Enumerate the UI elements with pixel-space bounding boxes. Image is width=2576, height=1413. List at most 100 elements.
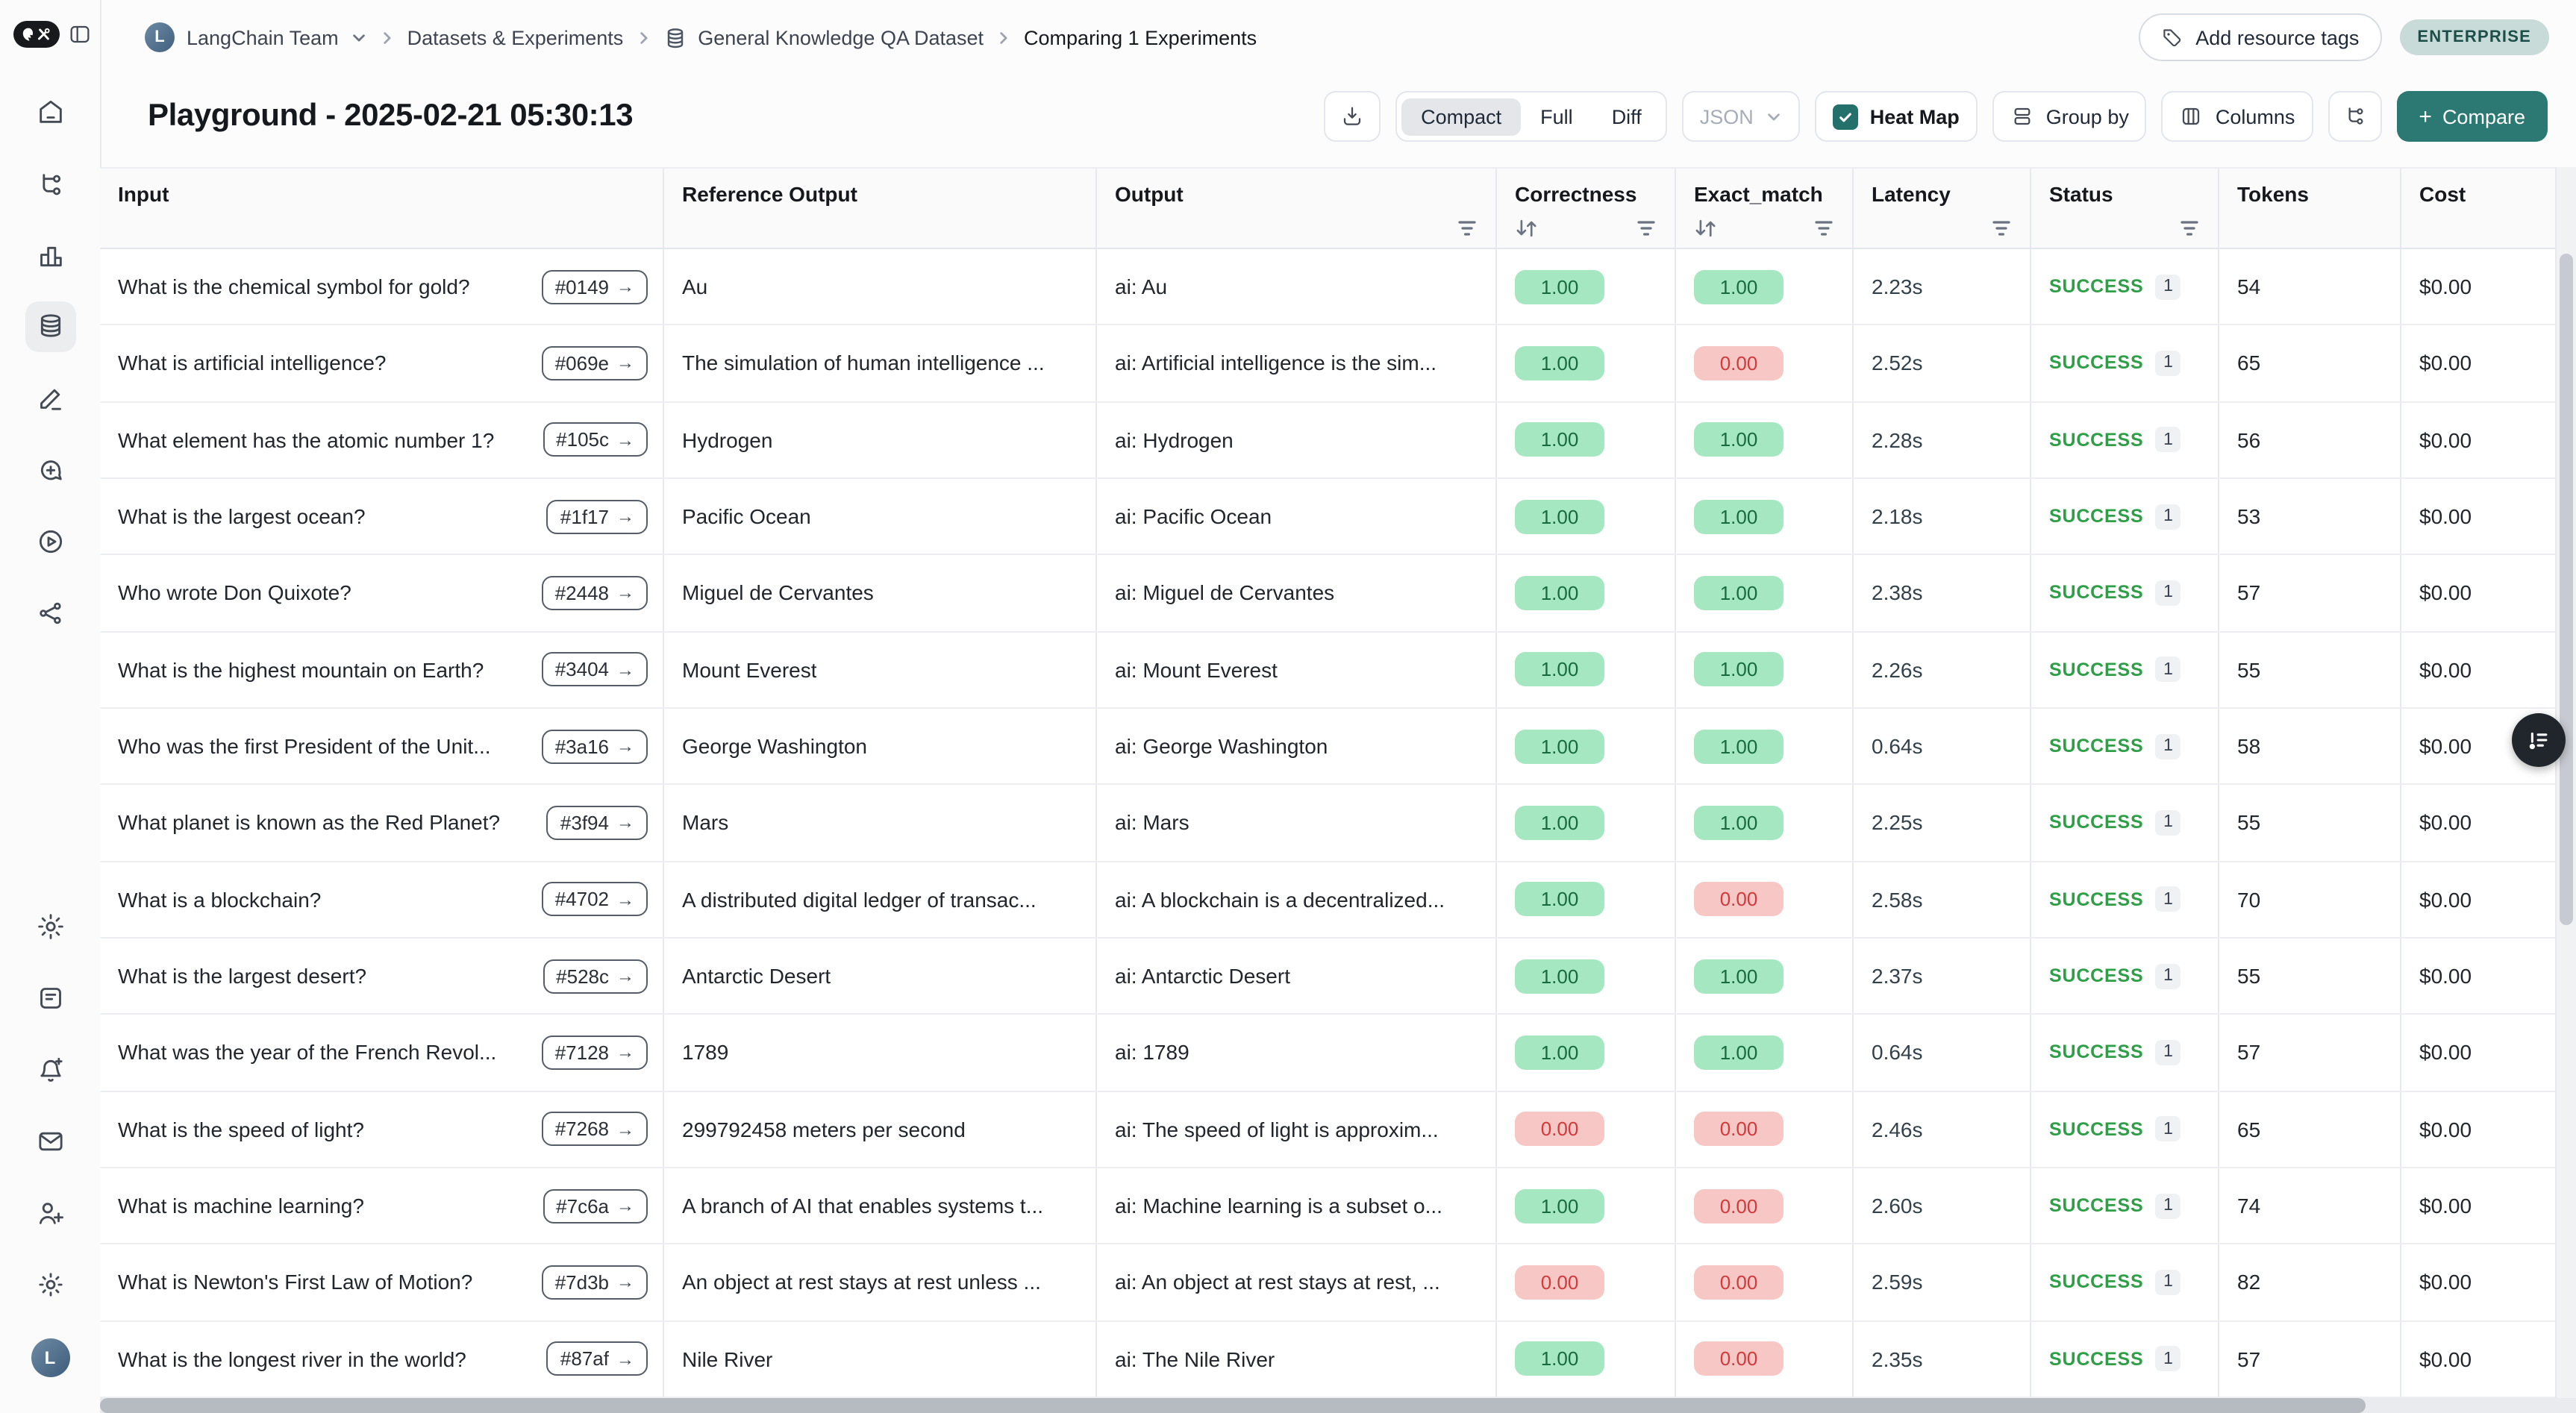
arrow-right-icon: → <box>616 1041 634 1063</box>
langsmith-logo[interactable] <box>13 21 60 48</box>
download-button[interactable] <box>1324 91 1381 142</box>
example-link-chip[interactable]: #1f17 → <box>546 499 648 534</box>
table-row[interactable]: What is the largest desert? #528c → Antar… <box>100 938 2576 1015</box>
sidebar-item-docs[interactable] <box>25 973 75 1024</box>
filter-icon[interactable] <box>2179 219 2200 237</box>
exact-match-score-chip: 1.00 <box>1694 269 1783 304</box>
example-link-chip[interactable]: #3f94 → <box>546 805 648 840</box>
plan-badge: ENTERPRISE <box>2399 19 2549 55</box>
example-link-chip[interactable]: #3404 → <box>541 652 648 687</box>
compare-button[interactable]: + Compare <box>2396 91 2548 142</box>
topbar-right: Add resource tags ENTERPRISE <box>2139 13 2549 61</box>
table-row[interactable]: What is machine learning? #7c6a → A branc… <box>100 1168 2576 1245</box>
sidebar-item-settings[interactable] <box>25 901 75 952</box>
sidebar-item-invite[interactable] <box>25 1188 75 1238</box>
sidebar: L <box>0 0 101 1413</box>
example-link-chip[interactable]: #2448 → <box>541 575 648 610</box>
breadcrumb-dataset[interactable]: General Knowledge QA Dataset <box>698 26 984 48</box>
table-row[interactable]: Who was the first President of the Unit.… <box>100 708 2576 786</box>
sidebar-item-tracing[interactable] <box>25 160 75 210</box>
column-header-input[interactable]: Input <box>100 169 664 248</box>
sort-icon[interactable] <box>1515 218 1539 239</box>
format-dropdown[interactable]: JSON <box>1681 91 1800 142</box>
column-header-status[interactable]: Status <box>2031 169 2219 248</box>
breadcrumb-team[interactable]: LangChain Team <box>187 26 339 48</box>
example-link-chip[interactable]: #7268 → <box>541 1112 648 1147</box>
cost-value: $0.00 <box>2419 964 2472 989</box>
view-mode-full[interactable]: Full <box>1540 105 1573 128</box>
add-resource-tags-button[interactable]: Add resource tags <box>2139 13 2382 61</box>
table-row[interactable]: What is artificial intelligence? #069e → … <box>100 325 2576 403</box>
filter-icon[interactable] <box>1457 219 1478 237</box>
example-link-chip[interactable]: #7d3b → <box>541 1265 648 1300</box>
sidebar-item-annotation[interactable] <box>25 373 75 424</box>
chevron-down-icon[interactable] <box>351 29 367 46</box>
example-link-chip[interactable]: #3a16 → <box>541 729 648 764</box>
table-row[interactable]: Who wrote Don Quixote? #2448 → Miguel de … <box>100 555 2576 633</box>
sidebar-item-dashboards[interactable] <box>25 231 75 282</box>
example-link-chip[interactable]: #7128 → <box>541 1035 648 1070</box>
example-link-chip[interactable]: #069e → <box>541 345 648 380</box>
table-row[interactable]: What was the year of the French Revol...… <box>100 1015 2576 1092</box>
reference-output-text: Pacific Ocean <box>682 504 811 529</box>
toolbar: Compact Full Diff JSON Heat Map Group by <box>1324 91 2548 142</box>
column-header-output[interactable]: Output <box>1097 169 1497 248</box>
group-by-button[interactable]: Group by <box>1992 91 2147 142</box>
status-count-badge: 1 <box>2155 1116 2181 1142</box>
table-row[interactable]: What is the speed of light? #7268 → 29979… <box>100 1091 2576 1168</box>
sidebar-item-theme[interactable] <box>25 1259 75 1310</box>
run-list-icon <box>2529 732 2548 750</box>
column-header-latency[interactable]: Latency <box>1854 169 2031 248</box>
example-link-chip[interactable]: #87af → <box>546 1341 648 1376</box>
sidebar-item-feedback[interactable] <box>25 446 75 497</box>
sidebar-toggle-icon[interactable] <box>67 22 93 46</box>
sidebar-item-home[interactable] <box>25 87 75 137</box>
sidebar-item-mail[interactable] <box>25 1116 75 1167</box>
chevron-right-icon <box>640 31 647 43</box>
checkbox-checked-icon[interactable] <box>1832 104 1858 129</box>
run-tree-button[interactable] <box>2328 91 2382 142</box>
column-header-cost[interactable]: Cost <box>2401 169 2557 248</box>
column-header-reference-output[interactable]: Reference Output <box>664 169 1097 248</box>
filter-icon[interactable] <box>1813 219 1834 237</box>
input-text: What is Newton's First Law of Motion? <box>118 1270 473 1294</box>
view-mode-diff[interactable]: Diff <box>1611 105 1642 128</box>
view-mode-compact[interactable]: Compact <box>1401 98 1522 135</box>
cost-value: $0.00 <box>2419 275 2472 299</box>
breadcrumb-section[interactable]: Datasets & Experiments <box>407 26 624 48</box>
filter-icon[interactable] <box>1636 219 1657 237</box>
heat-map-toggle[interactable]: Heat Map <box>1814 91 1978 142</box>
sidebar-item-datasets[interactable] <box>25 301 75 352</box>
output-text: ai: Machine learning is a subset o... <box>1115 1194 1442 1218</box>
user-avatar[interactable]: L <box>31 1338 69 1377</box>
status-label: SUCCESS <box>2049 506 2144 527</box>
floating-runs-button[interactable] <box>2512 713 2566 767</box>
columns-button[interactable]: Columns <box>2161 91 2313 142</box>
table-row[interactable]: What element has the atomic number 1? #1… <box>100 402 2576 479</box>
cost-value: $0.00 <box>2419 1117 2472 1141</box>
table-row[interactable]: What is the largest ocean? #1f17 → Pacifi… <box>100 478 2576 556</box>
sidebar-item-prompts[interactable] <box>25 588 75 639</box>
example-link-chip[interactable]: #4702 → <box>541 882 648 917</box>
filter-icon[interactable] <box>1991 219 2012 237</box>
table-row[interactable]: What is the highest mountain on Earth? #… <box>100 632 2576 709</box>
column-header-tokens[interactable]: Tokens <box>2219 169 2401 248</box>
column-header-exact-match[interactable]: Exact_match <box>1676 169 1854 248</box>
column-header-correctness[interactable]: Correctness <box>1497 169 1676 248</box>
table-row[interactable]: What is a blockchain? #4702 → A distribut… <box>100 862 2576 939</box>
sidebar-item-playground[interactable] <box>25 516 75 567</box>
sort-icon[interactable] <box>1694 218 1718 239</box>
sidebar-item-notifications[interactable] <box>25 1044 75 1095</box>
horizontal-scrollbar-thumb[interactable] <box>100 1398 2366 1413</box>
table-row[interactable]: What is Newton's First Law of Motion? #7… <box>100 1244 2576 1322</box>
example-link-chip[interactable]: #0149 → <box>541 269 648 304</box>
table-row[interactable]: What is the chemical symbol for gold? #0… <box>100 249 2576 326</box>
vertical-scrollbar-thumb[interactable] <box>2560 254 2573 925</box>
table-row[interactable]: What planet is known as the Red Planet? … <box>100 785 2576 862</box>
example-link-chip[interactable]: #528c → <box>543 959 648 994</box>
example-link-chip[interactable]: #105c → <box>543 422 648 457</box>
example-link-chip[interactable]: #7c6a → <box>543 1188 648 1224</box>
input-text: What is the longest river in the world? <box>118 1347 466 1371</box>
table-row[interactable]: What is the longest river in the world? … <box>100 1321 2576 1398</box>
output-text: ai: The Nile River <box>1115 1347 1275 1371</box>
